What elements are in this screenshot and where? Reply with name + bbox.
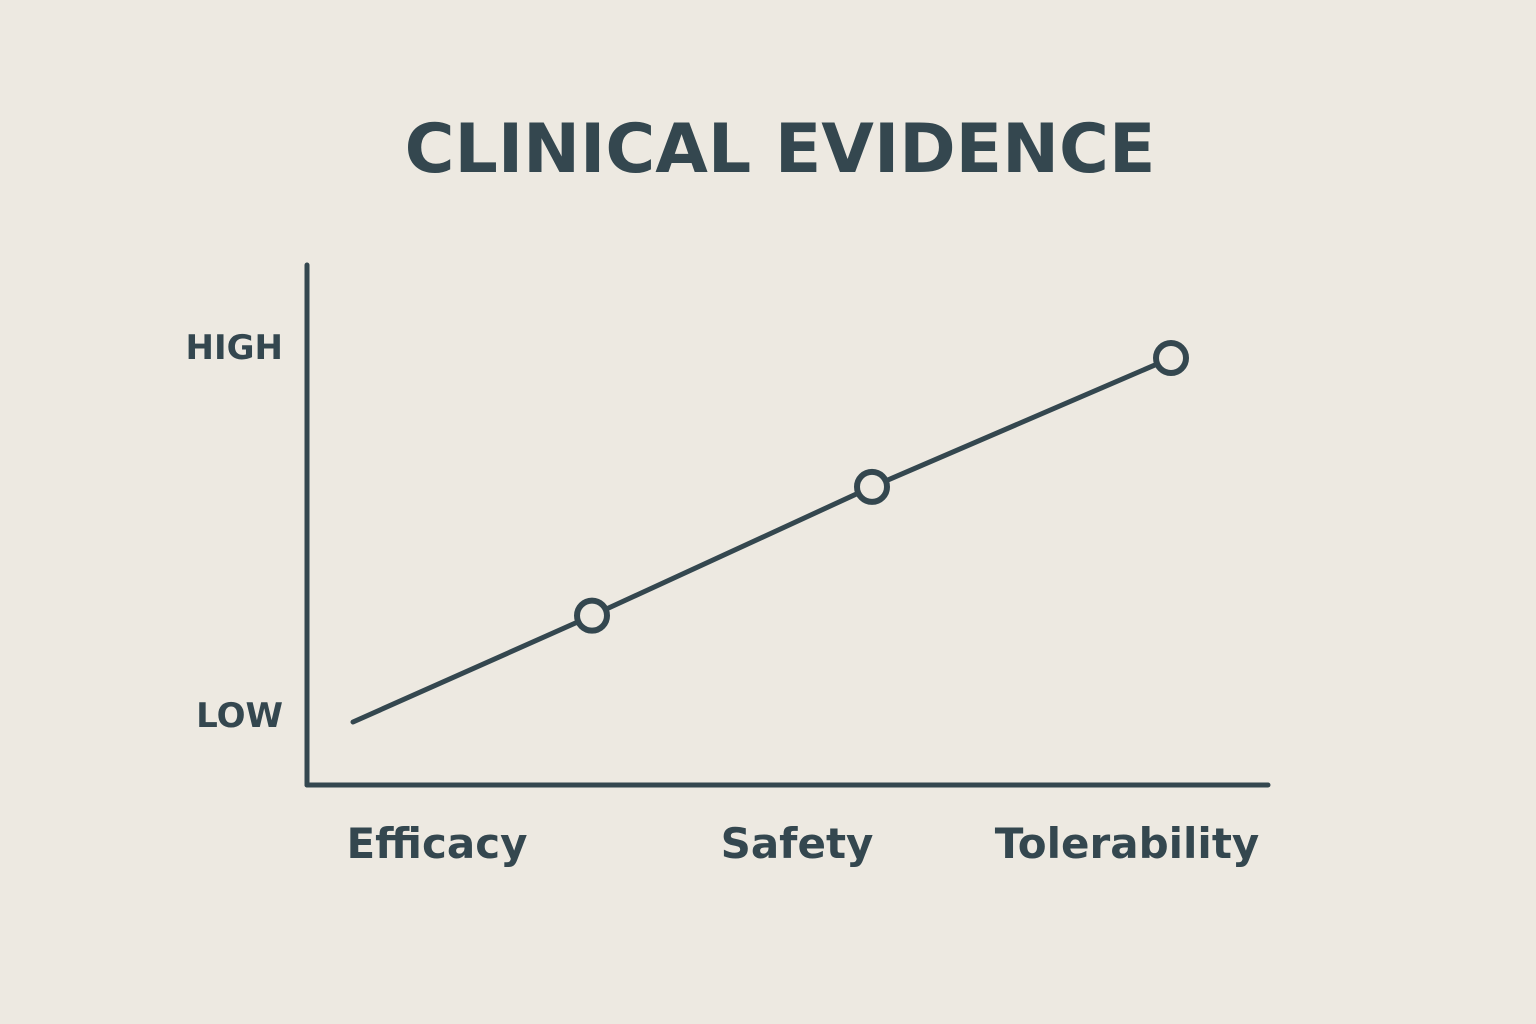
y-tick-high: HIGH (186, 328, 283, 368)
x-tick-efficacy: Efficacy (346, 819, 527, 868)
data-point-safety (854, 468, 890, 505)
data-point-efficacy (574, 597, 610, 634)
chart-title: CLINICAL EVIDENCE (405, 110, 1156, 189)
x-tick-tolerability: Tolerability (995, 819, 1260, 868)
x-tick-safety: Safety (721, 819, 874, 868)
series-line (350, 355, 1174, 725)
y-tick-low: LOW (196, 696, 283, 736)
data-point-tolerability (1153, 340, 1189, 377)
